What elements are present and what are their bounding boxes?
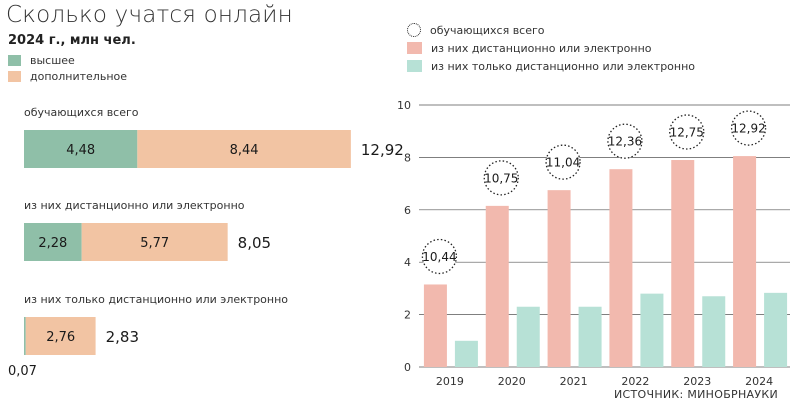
hbar-0-0 [24, 130, 138, 168]
bar-only-remote-2020 [516, 306, 540, 367]
bar-remote-2023 [671, 160, 695, 367]
bar-remote-2024 [733, 156, 757, 367]
x-tick-label-2021: 2021 [560, 375, 588, 388]
hbar-2-0 [24, 317, 26, 355]
total-circle-2024 [730, 110, 767, 146]
hbar-value-0-1: 8,44 [230, 143, 259, 158]
hbar-1-0 [24, 223, 82, 261]
source-note: ИСТОЧНИК: МИНОБРНАУКИ [614, 388, 779, 401]
legend-item-only-remote: из них только дистанционно или электронн… [407, 57, 695, 75]
legend-label-only-remote: из них только дистанционно или электронн… [431, 59, 696, 73]
group-label-0: обучающихся всего [24, 106, 139, 119]
hbar-value-2-0: 0,07 [8, 364, 37, 379]
bar-only-remote-2021 [578, 306, 602, 367]
bar-remote-2021 [547, 190, 571, 367]
legend-swatch-higher [8, 54, 21, 66]
legend-label-total: обучающихся всего [430, 23, 545, 37]
total-circle-2019 [421, 238, 458, 275]
hbar-value-0-0: 4,48 [66, 143, 95, 158]
x-tick-label-2019: 2019 [436, 375, 464, 388]
x-tick-label-2024: 2024 [745, 375, 773, 388]
bar-remote-2020 [485, 205, 509, 367]
legend-swatch-additional [8, 70, 21, 82]
group-label-1: из них дистанционно или электронно [24, 199, 245, 212]
total-label-2022: 12,36 [608, 135, 642, 149]
total-label-2021: 11,04 [546, 156, 580, 170]
y-tick-label-2: 2 [404, 309, 411, 322]
legend-label-remote: из них дистанционно или электронно [431, 41, 652, 55]
dotted-circle-icon [407, 23, 421, 37]
hbar-0-1 [137, 130, 351, 168]
legend-item-total: обучающихся всего [407, 21, 695, 39]
legend-label-additional: дополнительное [30, 69, 128, 83]
chart-subtitle: 2024 г., млн чел. [8, 33, 136, 48]
y-tick-label-8: 8 [404, 151, 411, 164]
legend-swatch-remote [407, 42, 422, 54]
total-circle-2021 [545, 144, 581, 180]
hbar-2-1 [25, 317, 96, 355]
y-tick-label-6: 6 [404, 204, 411, 217]
total-circle-2022 [607, 123, 643, 159]
bar-only-remote-2019 [454, 340, 478, 367]
bar-remote-2019 [423, 284, 447, 367]
bar-only-remote-2023 [702, 296, 726, 367]
bar-only-remote-2022 [640, 293, 664, 367]
hbar-value-2-1: 2,76 [46, 330, 75, 345]
legend-swatch-only-remote [407, 60, 422, 72]
group-label-2: из них только дистанционно или электронн… [24, 293, 288, 306]
total-circle-2023 [669, 114, 705, 150]
total-label-2020: 10,75 [484, 171, 518, 185]
y-tick-label-0: 0 [404, 361, 411, 374]
total-circle-2020 [483, 160, 519, 196]
legend-label-higher: высшее [30, 53, 75, 67]
total-label-2024: 12,92 [731, 122, 765, 136]
legend-item-higher: высшее [8, 52, 127, 68]
total-label-2019: 10,44 [422, 250, 456, 264]
hbar-value-1-0: 2,28 [38, 236, 67, 251]
y-tick-label-10: 10 [397, 99, 411, 112]
x-tick-label-2023: 2023 [683, 375, 711, 388]
bar-remote-2022 [609, 169, 633, 367]
legend-item-additional: дополнительное [8, 68, 127, 84]
hbar-total-0: 12,92 [361, 141, 404, 159]
total-label-2023: 12,75 [670, 126, 704, 140]
x-tick-label-2020: 2020 [498, 375, 526, 388]
hbar-1-1 [81, 223, 228, 261]
hbar-total-2: 2,83 [106, 328, 139, 346]
hbar-value-1-1: 5,77 [140, 236, 169, 251]
x-tick-label-2022: 2022 [621, 375, 649, 388]
left-legend: высшее дополнительное [8, 52, 127, 84]
bar-only-remote-2024 [764, 292, 788, 367]
legend-item-remote: из них дистанционно или электронно [407, 39, 695, 57]
right-legend: обучающихся всего из них дистанционно ил… [407, 21, 695, 75]
hbar-total-1: 8,05 [238, 234, 271, 252]
chart-title: Сколько учатся онлайн [6, 2, 293, 28]
y-tick-label-4: 4 [404, 256, 411, 269]
